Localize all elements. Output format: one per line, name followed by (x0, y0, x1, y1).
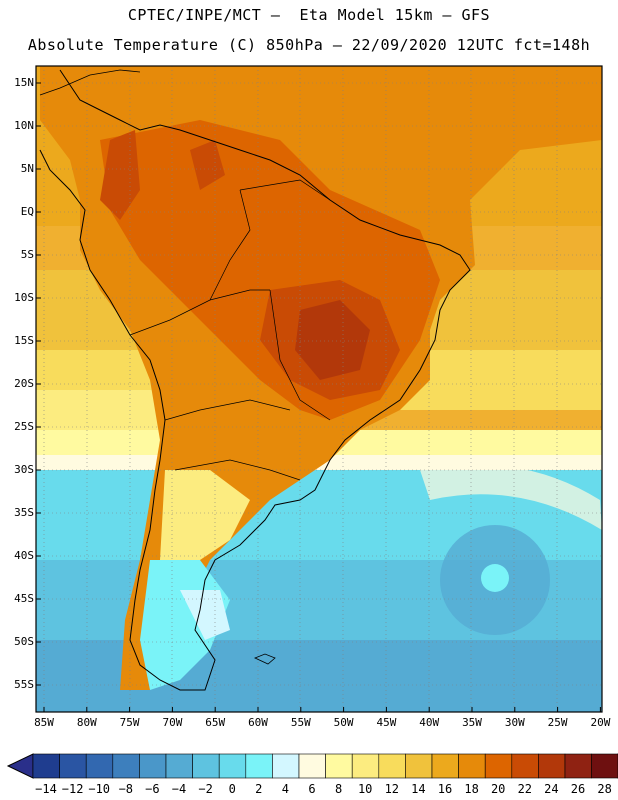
colorbar-swatch (378, 753, 406, 779)
lon-label: 45W (376, 716, 397, 729)
colorbar-label: 20 (490, 782, 506, 796)
colorbar-label: 14 (411, 782, 426, 796)
lon-label: 65W (205, 716, 226, 729)
lon-label: 20W (590, 716, 611, 729)
colorbar-swatch (32, 753, 60, 779)
colorbar-label: 22 (517, 782, 533, 796)
lat-label: 55S (14, 678, 34, 691)
colorbar-swatch (591, 753, 618, 779)
lat-label: 10N (14, 119, 34, 132)
lon-label: 55W (290, 716, 311, 729)
temperature-field (36, 66, 602, 712)
lon-label: 80W (76, 716, 97, 729)
colorbar-label: −6 (145, 782, 160, 796)
lat-label: 50S (14, 635, 34, 648)
lat-label: 15S (14, 334, 34, 347)
title-line-1: CPTEC/INPE/MCT – Eta Model 15km – GFS (127, 6, 491, 24)
lat-label: 20S (14, 377, 34, 390)
colorbar-swatch (85, 753, 114, 779)
colorbar-swatch (272, 753, 300, 779)
colorbar-label: 28 (597, 782, 612, 796)
colorbar-swatch (139, 753, 167, 779)
colorbar-label: −10 (88, 782, 111, 796)
colorbar-label: −2 (198, 782, 213, 796)
colorbar-label: 4 (281, 782, 289, 796)
map-frame (35, 65, 603, 713)
lat-label: 40S (14, 549, 34, 562)
lat-label: 30S (14, 463, 34, 476)
lon-label: 85W (34, 716, 54, 729)
colorbar-label: 0 (228, 782, 236, 796)
lon-label: 40W (419, 716, 440, 729)
lat-label: 25S (14, 420, 34, 433)
colorbar-label: 6 (308, 782, 316, 796)
colorbar-swatch (564, 753, 592, 779)
colorbar-label: 24 (544, 782, 559, 796)
colorbar-label: −8 (118, 782, 134, 796)
caribbean-coast (39, 69, 141, 96)
coastline (39, 69, 471, 691)
lon-label: 60W (248, 716, 268, 729)
colorbar-swatch (218, 753, 247, 779)
colorbar-label: 26 (570, 782, 586, 796)
colorbar-swatch (458, 753, 486, 779)
lat-label: 15N (14, 76, 34, 89)
colorbar-swatch (431, 753, 459, 779)
lat-label: 10S (14, 291, 34, 304)
falklands-island (253, 653, 276, 665)
colorbar-swatch (484, 753, 513, 779)
colorbar-swatch (192, 753, 220, 779)
colorbar-swatch (165, 753, 193, 779)
country-borders (129, 179, 331, 481)
colorbar-label: −4 (171, 782, 187, 796)
colorbar-swatch (405, 753, 433, 779)
colorbar (6, 753, 618, 779)
lon-label: 25W (547, 716, 568, 729)
colorbar-label: −12 (61, 782, 84, 796)
lat-label: 35S (14, 506, 34, 519)
colorbar-swatch (112, 753, 140, 779)
colorbar-label: −14 (35, 782, 57, 796)
colorbar-label: 12 (384, 782, 400, 796)
lon-label: 50W (333, 716, 354, 729)
colorbar-swatch (538, 753, 566, 779)
lat-label: EQ (20, 205, 34, 218)
lat-label: 45S (14, 592, 34, 605)
title-line-2: Absolute Temperature (C) 850hPa – 22/09/… (27, 36, 591, 54)
colorbar-label: 2 (255, 782, 263, 796)
lat-label: 5N (20, 162, 34, 175)
lat-label: 5S (20, 248, 34, 261)
colorbar-label: 10 (357, 782, 373, 796)
colorbar-swatch (298, 753, 326, 779)
colorbar-swatch (59, 753, 87, 779)
colorbar-label: 16 (437, 782, 453, 796)
lon-label: 35W (462, 716, 482, 729)
colorbar-low-arrow (6, 753, 34, 779)
lon-label: 70W (162, 716, 183, 729)
colorbar-swatch (325, 753, 353, 779)
colorbar-swatch (351, 753, 380, 779)
colorbar-swatch (245, 753, 273, 779)
colorbar-swatch (511, 753, 539, 779)
colorbar-label: 8 (334, 782, 343, 796)
colorbar-label: 18 (464, 782, 479, 796)
lon-label: 30W (504, 716, 525, 729)
lon-label: 75W (119, 716, 140, 729)
